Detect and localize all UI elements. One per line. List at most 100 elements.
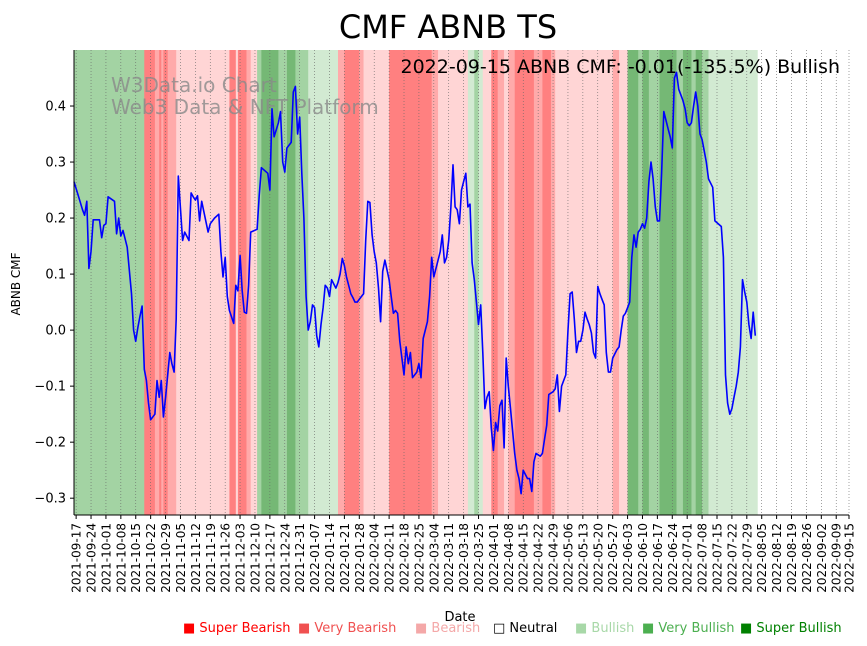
band-very-bullish — [659, 50, 677, 515]
band-very-bullish — [261, 50, 279, 515]
x-tick-label: 2022-07-29 — [740, 523, 754, 593]
x-tick-label: 2022-09-02 — [815, 523, 829, 593]
watermark-line: Web3 Data & NFT Platform — [111, 95, 379, 119]
cmf-series-line — [73, 71, 757, 495]
legend-entry: ■ Very Bearish — [298, 621, 397, 636]
x-tick-label: 2021-10-01 — [99, 523, 113, 593]
x-tick-label: 2022-04-08 — [502, 523, 516, 593]
x-tick-label: 2021-11-12 — [189, 523, 203, 593]
axes — [73, 50, 849, 516]
date-gridlines — [75, 50, 850, 515]
y-tick-label: 0.1 — [45, 268, 66, 283]
x-tick-label: 2022-07-15 — [710, 523, 724, 593]
sentiment-legend: ■ Super Bearish ■ Very Bearish ■ Bearish □ … — [183, 621, 853, 637]
band-very-bearish — [163, 50, 168, 515]
watermark-line: W3Data.io Chart — [111, 73, 277, 97]
legend-entry: ■ Very Bullish — [642, 621, 735, 636]
x-tick-label: 2022-08-12 — [770, 523, 784, 593]
band-bearish — [550, 50, 556, 515]
y-tick-label: 0.3 — [45, 156, 66, 171]
x-tick-label: 2022-05-20 — [591, 523, 605, 593]
y-tick-label: 0.4 — [45, 100, 66, 115]
x-tick-label: 2022-08-19 — [785, 523, 799, 593]
band-bearish — [359, 50, 364, 515]
x-tick-label: 2021-12-31 — [293, 523, 307, 593]
x-tick-label: 2022-02-25 — [412, 523, 426, 593]
band-weak-bearish — [176, 50, 230, 515]
band-bullish — [74, 50, 145, 515]
x-tick-label: 2021-11-05 — [174, 523, 188, 593]
band-bullish — [648, 50, 660, 515]
band-very-bearish — [542, 50, 552, 515]
x-tick-label: 2021-12-03 — [234, 523, 248, 593]
x-tick-label: 2022-07-08 — [696, 523, 710, 593]
band-bearish — [612, 50, 620, 515]
x-tick-label: 2022-02-18 — [398, 523, 412, 593]
band-pale-bullish — [478, 50, 484, 515]
band-bearish — [431, 50, 439, 515]
band-bearish — [338, 50, 345, 515]
x-tick-label: 2022-01-14 — [323, 523, 337, 593]
y-axis-ticks: −0.3 −0.2 −0.1 0.0 0.1 0.2 0.3 0.4 — [34, 100, 74, 507]
band-weak-bearish — [504, 50, 509, 515]
band-bullish — [257, 50, 262, 515]
band-very-bearish — [344, 50, 360, 515]
band-weak-bearish — [619, 50, 628, 515]
band-bearish — [508, 50, 516, 515]
band-very-bullish — [627, 50, 639, 515]
x-tick-label: 2022-04-15 — [517, 523, 531, 593]
band-bullish — [702, 50, 709, 515]
x-tick-label: 2022-07-22 — [725, 523, 739, 593]
x-tick-label: 2022-01-28 — [353, 523, 367, 593]
band-pale-bullish — [708, 50, 758, 515]
x-tick-label: 2021-09-24 — [85, 523, 99, 593]
chart-title: CMF ABNB TS — [339, 8, 557, 46]
x-axis-ticks: 2021-09-17 2021-09-24 2021-10-01 2021-10-08… — [70, 515, 857, 593]
band-bullish — [676, 50, 684, 515]
band-very-bullish — [695, 50, 703, 515]
x-tick-label: 2022-03-11 — [442, 523, 456, 593]
band-bearish — [167, 50, 177, 515]
legend-entry: □ Neutral — [493, 621, 558, 636]
x-tick-label: 2022-08-26 — [800, 523, 814, 593]
legend-entry: ■ Super Bullish — [740, 621, 842, 636]
band-bearish — [497, 50, 505, 515]
legend-entry: ■ Bullish — [575, 621, 635, 636]
band-very-bearish — [389, 50, 432, 515]
band-bullish — [295, 50, 309, 515]
x-tick-label: 2022-03-04 — [427, 523, 441, 593]
y-tick-label: 0.2 — [45, 212, 66, 227]
band-very-bullish — [286, 50, 296, 515]
legend-entry: ■ Bearish — [415, 621, 481, 636]
x-tick-label: 2022-09-15 — [843, 523, 857, 593]
x-tick-label: 2022-09-09 — [830, 523, 844, 593]
latest-value-annotation: 2022-09-15 ABNB CMF: -0.01(-135.5%) Bull… — [400, 56, 840, 78]
band-weak-bearish — [250, 50, 258, 515]
band-very-bearish — [514, 50, 535, 515]
band-weak-bearish — [438, 50, 469, 515]
x-tick-label: 2021-09-17 — [70, 523, 84, 593]
band-bullish — [638, 50, 643, 515]
band-weak-bearish — [482, 50, 492, 515]
x-tick-label: 2021-11-19 — [204, 523, 218, 593]
band-very-bullish — [642, 50, 650, 515]
x-tick-label: 2022-08-05 — [755, 523, 769, 593]
x-tick-label: 2022-03-25 — [472, 523, 486, 593]
band-weak-bearish — [555, 50, 613, 515]
band-very-bearish — [144, 50, 156, 515]
x-tick-label: 2022-05-27 — [606, 523, 620, 593]
legend-entry: ■ Super Bearish — [183, 621, 291, 636]
sentiment-bands — [74, 50, 758, 515]
x-tick-label: 2021-10-15 — [129, 523, 143, 593]
band-weak-bearish — [363, 50, 390, 515]
x-axis-label: Date — [444, 610, 475, 625]
x-tick-label: 2022-05-13 — [576, 523, 590, 593]
band-very-bearish — [229, 50, 237, 515]
x-tick-label: 2021-10-08 — [114, 523, 128, 593]
y-axis-label: ABNB CMF — [9, 252, 23, 315]
x-tick-label: 2021-12-10 — [248, 523, 262, 593]
x-tick-label: 2021-12-24 — [278, 523, 292, 593]
x-tick-label: 2021-10-29 — [159, 523, 173, 593]
